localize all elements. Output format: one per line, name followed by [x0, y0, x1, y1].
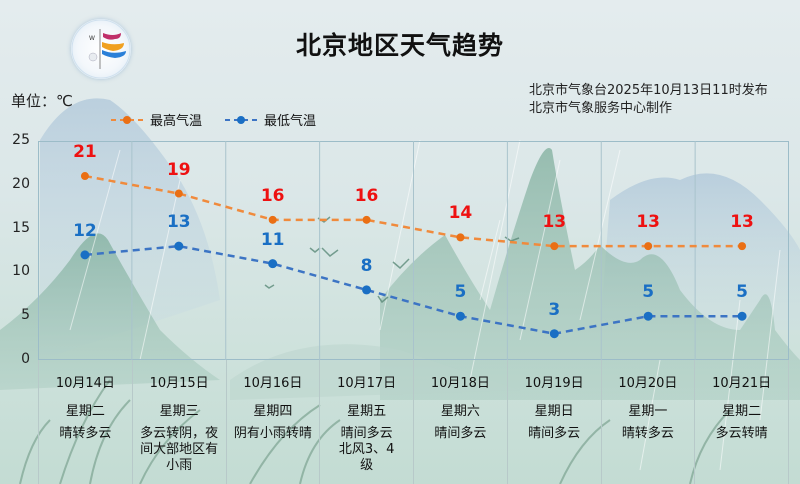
low-temp-label: 3 — [548, 299, 561, 320]
day-date: 10月19日 — [524, 376, 584, 391]
day-weather: 晴间多云 — [434, 426, 487, 441]
day-weekday: 星期二 — [722, 404, 762, 419]
high-temp-label: 13 — [730, 212, 754, 233]
data-point — [455, 311, 465, 321]
low-temp-label: 13 — [166, 212, 191, 233]
day-date: 10月14日 — [55, 376, 115, 391]
data-point — [738, 242, 747, 251]
day-column: 10月19日 星期日 晴间多云 — [508, 360, 602, 484]
day-column: 10月21日 星期二 多云转晴 — [695, 360, 789, 484]
day-weekday: 星期日 — [534, 404, 574, 419]
y-tick: 25 — [12, 132, 30, 148]
chart-legend: 最高气温 最低气温 — [110, 110, 316, 129]
logo-emblem-icon: W — [71, 19, 131, 79]
day-date: 10月17日 — [337, 376, 397, 391]
day-weekday: 星期五 — [347, 404, 387, 419]
legend-low-marker-icon — [225, 115, 258, 124]
publisher-line-1: 北京市气象台2025年10月13日11时发布 — [529, 83, 768, 98]
day-weekday: 星期三 — [159, 404, 199, 419]
day-column: 10月16日 星期四 阴有小雨转晴 — [227, 360, 321, 484]
low-temp-line — [84, 244, 743, 335]
legend-item-low: 最低气温 — [224, 110, 316, 129]
low-temp-label: 5 — [642, 282, 655, 303]
day-weather: 晴转多云 — [59, 426, 112, 441]
low-temp-label: 12 — [73, 220, 97, 241]
high-temp-label: 13 — [542, 212, 567, 233]
data-point — [174, 189, 183, 198]
high-temp-label: 16 — [260, 185, 285, 206]
data-point — [268, 259, 278, 269]
day-date: 10月21日 — [712, 376, 772, 391]
low-temp-label: 5 — [454, 282, 467, 303]
legend-item-high: 最高气温 — [110, 110, 202, 129]
data-point — [550, 242, 559, 251]
y-tick: 20 — [12, 176, 30, 192]
unit-label: 单位：℃ — [11, 92, 73, 110]
y-tick: 10 — [12, 263, 30, 279]
day-weather: 多云转阴，夜间大部地区有小雨 — [140, 426, 219, 473]
legend-low-label: 最低气温 — [264, 114, 317, 129]
high-temp-label: 19 — [166, 159, 191, 180]
day-date: 10月20日 — [618, 376, 678, 391]
day-column: 10月20日 星期一 晴转多云 — [602, 360, 696, 484]
day-weather: 晴间多云北风3、4级 — [338, 426, 395, 473]
day-weather: 阴有小雨转晴 — [233, 426, 312, 441]
data-point — [643, 311, 653, 321]
meteorological-service-logo: W — [71, 19, 131, 79]
high-temp-label: 13 — [636, 212, 661, 233]
day-weekday: 星期二 — [65, 404, 105, 419]
data-point — [644, 242, 653, 251]
day-column: 10月18日 星期六 晴间多云 — [414, 360, 508, 484]
y-tick: 5 — [21, 307, 30, 323]
low-temp-label: 5 — [736, 282, 748, 303]
day-weather: 多云转晴 — [715, 426, 768, 441]
page-title: 北京地区天气趋势 — [295, 31, 504, 60]
legend-high-label: 最高气温 — [150, 114, 203, 129]
low-temp-label: 11 — [260, 229, 285, 250]
svg-text:W: W — [89, 35, 95, 42]
day-column: 10月15日 星期三 多云转阴，夜间大部地区有小雨 — [133, 360, 227, 484]
data-point — [456, 233, 465, 242]
publisher-info: 北京市气象台2025年10月13日11时发布 北京市气象服务中心制作 — [529, 82, 768, 118]
data-point — [268, 215, 277, 224]
data-point — [549, 329, 559, 339]
day-column: 10月14日 星期二 晴转多云 — [39, 360, 133, 484]
data-point — [80, 172, 89, 181]
legend-high-marker-icon — [111, 115, 143, 124]
day-date: 10月15日 — [149, 376, 209, 391]
high-temp-label: 14 — [448, 203, 473, 224]
data-point — [362, 215, 371, 224]
data-point — [174, 241, 184, 251]
day-weekday: 星期一 — [628, 404, 668, 419]
data-point — [737, 311, 747, 321]
high-temp-label: 21 — [73, 142, 97, 163]
day-column: 10月17日 星期五 晴间多云北风3、4级 — [320, 360, 414, 484]
day-weather: 晴间多云 — [528, 426, 581, 441]
data-point — [80, 250, 90, 260]
low-temp-label: 8 — [360, 255, 373, 276]
y-tick: 0 — [21, 351, 30, 367]
y-tick: 15 — [12, 220, 30, 236]
day-date: 10月16日 — [243, 376, 303, 391]
day-weather: 晴转多云 — [621, 426, 674, 441]
publisher-line-2: 北京市气象服务中心制作 — [529, 101, 673, 116]
high-temp-line — [84, 174, 743, 248]
day-date: 10月18日 — [430, 376, 490, 391]
high-temp-label: 16 — [354, 185, 379, 206]
day-weekday: 星期四 — [253, 404, 293, 419]
forecast-table: 10月14日 星期二 晴转多云 10月15日 星期三 多云转阴，夜间大部地区有小… — [38, 360, 789, 484]
day-weekday: 星期六 — [440, 404, 480, 419]
data-point — [362, 285, 372, 295]
